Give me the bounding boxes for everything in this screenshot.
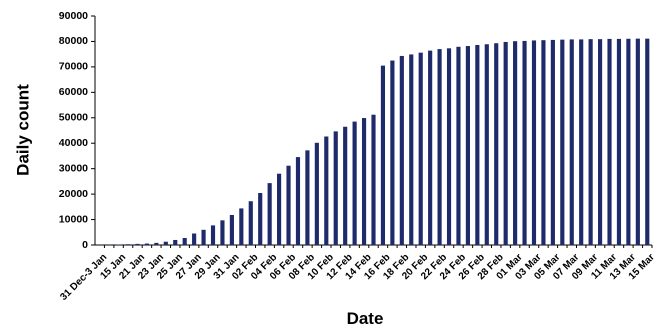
bar [125, 244, 131, 245]
bar [229, 214, 234, 245]
bar [324, 136, 329, 245]
bar [258, 192, 263, 245]
y-tick-label: 60000 [59, 86, 88, 98]
bar [135, 243, 140, 245]
bar [154, 242, 159, 245]
bar [607, 38, 612, 246]
bar [248, 201, 253, 245]
bar [635, 38, 640, 246]
y-tick-label: 10000 [59, 213, 88, 225]
bar [475, 45, 480, 245]
bar [192, 233, 197, 245]
bar [446, 48, 452, 245]
bar [569, 39, 574, 245]
bar [597, 39, 603, 245]
bar [484, 44, 489, 245]
bar [239, 208, 244, 245]
y-tick-label: 0 [82, 239, 88, 251]
bar [465, 46, 470, 245]
bar [503, 41, 508, 245]
bar [513, 41, 518, 245]
bar [210, 225, 216, 245]
bar [305, 150, 310, 245]
bar [371, 114, 376, 245]
bar [314, 142, 319, 245]
bar [456, 46, 461, 245]
x-axis-title: Date [347, 309, 384, 328]
bar [267, 183, 272, 245]
bar [277, 173, 282, 245]
bar [418, 52, 423, 245]
bar [626, 38, 631, 245]
bar [352, 121, 357, 245]
bar [201, 229, 206, 245]
bar [541, 40, 546, 245]
y-axis-title: Daily count [13, 84, 32, 176]
bar [531, 40, 537, 245]
y-tick-label: 70000 [59, 61, 88, 73]
bar [144, 243, 150, 245]
bar [579, 39, 584, 245]
bar [286, 165, 291, 245]
y-tick-label: 40000 [59, 137, 88, 149]
bar [522, 40, 527, 246]
bar [494, 43, 499, 245]
bar [295, 157, 301, 245]
bar [437, 49, 442, 246]
y-tick-label: 90000 [59, 10, 88, 22]
y-tick-label: 50000 [59, 112, 88, 124]
bar [399, 55, 404, 245]
y-tick-label: 30000 [59, 162, 88, 174]
bar [333, 131, 338, 245]
bar [409, 54, 414, 245]
bar [182, 238, 187, 245]
bar [116, 244, 121, 245]
y-tick-label: 80000 [59, 35, 88, 47]
bar [616, 38, 622, 246]
bar [343, 126, 348, 245]
bar [380, 65, 386, 245]
bar [560, 39, 565, 246]
bar [588, 39, 593, 245]
bar [220, 220, 225, 245]
bar [645, 38, 650, 246]
bar [173, 239, 178, 245]
bar [390, 60, 395, 246]
y-tick-label: 20000 [59, 188, 88, 200]
bar [428, 50, 433, 245]
bar [163, 241, 168, 245]
bar [550, 39, 555, 245]
bar [361, 118, 367, 245]
